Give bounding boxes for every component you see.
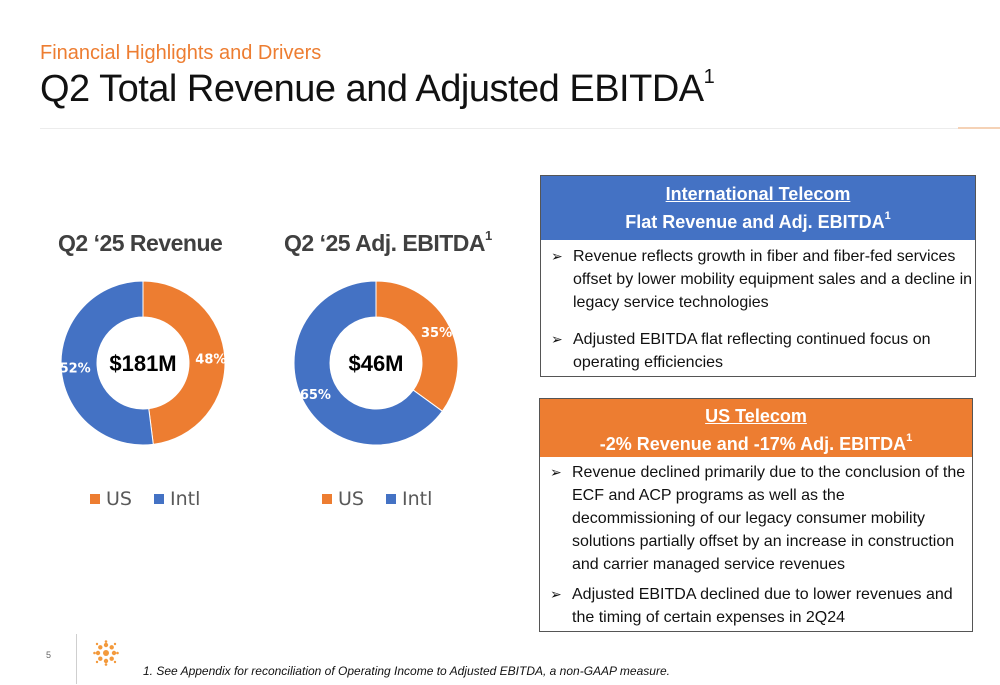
page-title-text: Q2 Total Revenue and Adjusted EBITDA: [40, 68, 704, 110]
bullet-arrow-icon: ➢: [551, 248, 563, 264]
ebitda-donut-chart: 35% 65% $46M: [293, 280, 459, 446]
us-telecom-bullets: ➢ Revenue declined primarily due to the c…: [540, 457, 972, 629]
list-item: ➢ Revenue declined primarily due to the c…: [540, 461, 972, 576]
us-telecom-subheading: -2% Revenue and -17% Adj. EBITDA1: [540, 428, 972, 456]
ebitda-chart-legend: US Intl: [322, 488, 432, 510]
legend-item-intl: Intl: [385, 488, 433, 510]
list-item: ➢ Adjusted EBITDA flat reflecting continu…: [541, 328, 975, 374]
bullet-text: Adjusted EBITDA flat reflecting continue…: [573, 331, 931, 371]
legend-swatch-intl: [385, 494, 396, 504]
us-footnote-marker: 1: [906, 432, 913, 444]
title-footnote-marker: 1: [703, 66, 715, 89]
section-subtitle: Financial Highlights and Drivers: [40, 42, 322, 64]
bullet-arrow-icon: ➢: [550, 586, 562, 602]
bullet-arrow-icon: ➢: [551, 331, 563, 347]
donut-slice-us: [375, 280, 459, 412]
donut-center-value: $181M: [109, 351, 176, 376]
bullet-arrow-icon: ➢: [550, 464, 562, 480]
us-telecom-header: US Telecom -2% Revenue and -17% Adj. EBI…: [540, 399, 972, 457]
legend-swatch-us: [90, 494, 100, 504]
donut-slice-intl: [293, 280, 444, 446]
header-divider-accent: [958, 127, 1000, 129]
header-divider: [40, 128, 1000, 129]
slice-label-us: 35%: [421, 326, 452, 341]
slice-label-intl: 65%: [300, 388, 331, 403]
legend-swatch-us: [322, 494, 332, 504]
ebitda-chart-title-text: Q2 ‘25 Adj. EBITDA: [284, 230, 486, 256]
slice-label-intl: 52%: [60, 361, 91, 376]
legend-label-us: US: [106, 488, 132, 510]
intl-telecom-subheading-text: Flat Revenue and Adj. EBITDA: [625, 212, 885, 232]
ebitda-chart-title: Q2 ‘25 Adj. EBITDA1: [284, 228, 492, 257]
slice-label-us: 48%: [195, 353, 226, 368]
legend-item-us: US: [322, 488, 364, 510]
us-telecom-subheading-text: -2% Revenue and -17% Adj. EBITDA: [599, 434, 907, 454]
bullet-text: Revenue declined primarily due to the co…: [572, 464, 966, 573]
ebitda-title-footnote-marker: 1: [485, 228, 492, 244]
page-number: 5: [46, 650, 52, 660]
intl-telecom-header: International Telecom Flat Revenue and A…: [541, 176, 975, 240]
list-item: ➢ Revenue reflects growth in fiber and fi…: [541, 245, 975, 314]
intl-telecom-bullets: ➢ Revenue reflects growth in fiber and fi…: [541, 240, 975, 374]
revenue-chart-title: Q2 ‘25 Revenue: [58, 230, 223, 257]
legend-item-intl: Intl: [153, 488, 201, 510]
revenue-donut-chart: 48% 52% $181M: [60, 280, 226, 446]
intl-telecom-box: International Telecom Flat Revenue and A…: [540, 175, 976, 377]
legend-label-intl: Intl: [401, 488, 433, 510]
footer-divider: [76, 634, 77, 684]
page-title: Q2 Total Revenue and Adjusted EBITDA1: [40, 66, 715, 111]
bullet-text: Adjusted EBITDA declined due to lower re…: [572, 586, 953, 626]
revenue-chart-title-text: Q2 ‘25 Revenue: [58, 230, 223, 256]
legend-label-us: US: [338, 488, 364, 510]
revenue-chart-legend: US Intl: [90, 488, 200, 510]
intl-footnote-marker: 1: [884, 210, 891, 222]
bullet-text: Revenue reflects growth in fiber and fib…: [573, 248, 973, 311]
intl-telecom-subheading: Flat Revenue and Adj. EBITDA1: [541, 206, 975, 234]
list-item: ➢ Adjusted EBITDA declined due to lower r…: [540, 583, 972, 629]
donut-slice-intl: [60, 280, 154, 446]
donut-slice-us: [142, 280, 226, 445]
donut-center-value: $46M: [348, 351, 403, 376]
us-telecom-heading: US Telecom: [705, 406, 807, 426]
footnote: 1. See Appendix for reconciliation of Op…: [143, 664, 670, 678]
company-logo-icon: [93, 640, 119, 666]
legend-item-us: US: [90, 488, 132, 510]
us-telecom-box: US Telecom -2% Revenue and -17% Adj. EBI…: [539, 398, 973, 632]
legend-swatch-intl: [153, 494, 164, 504]
intl-telecom-heading: International Telecom: [665, 184, 851, 204]
legend-label-intl: Intl: [169, 488, 201, 510]
